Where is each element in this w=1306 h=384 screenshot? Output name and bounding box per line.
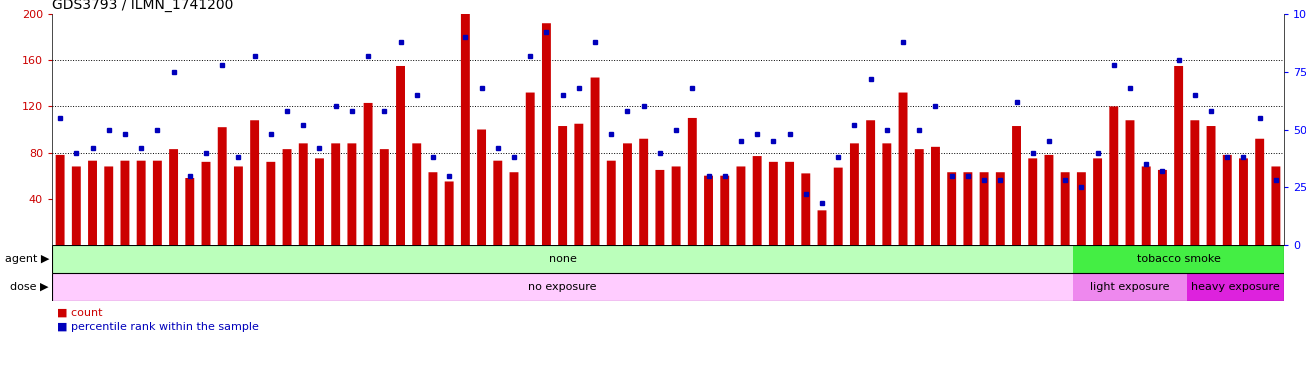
Bar — [1077, 172, 1085, 245]
Bar — [1109, 106, 1118, 245]
Bar — [1158, 170, 1166, 245]
Bar — [1012, 126, 1021, 245]
Bar — [461, 14, 470, 245]
Bar — [785, 162, 794, 245]
Bar — [721, 176, 729, 245]
Bar — [282, 149, 291, 245]
Text: ■ percentile rank within the sample: ■ percentile rank within the sample — [57, 322, 259, 332]
Bar — [931, 147, 940, 245]
Text: ■ count: ■ count — [57, 308, 102, 318]
Bar — [1190, 120, 1199, 245]
Bar — [866, 120, 875, 245]
Bar — [947, 172, 956, 245]
Bar — [1239, 158, 1249, 245]
Bar — [332, 143, 340, 245]
Bar — [56, 155, 64, 245]
Bar — [1187, 273, 1284, 301]
Bar — [656, 170, 665, 245]
Bar — [1207, 126, 1216, 245]
Bar — [737, 166, 746, 245]
Bar — [558, 126, 567, 245]
Text: light exposure: light exposure — [1091, 282, 1170, 292]
Bar — [883, 143, 891, 245]
Bar — [1272, 166, 1280, 245]
Bar — [201, 162, 210, 245]
Bar — [623, 143, 632, 245]
Bar — [347, 143, 357, 245]
Bar — [218, 127, 227, 245]
Bar — [234, 166, 243, 245]
Bar — [72, 166, 81, 245]
Bar — [818, 210, 827, 245]
Text: tobacco smoke: tobacco smoke — [1136, 254, 1221, 264]
Bar — [396, 66, 405, 245]
Bar — [914, 149, 923, 245]
Bar — [769, 162, 778, 245]
Bar — [428, 172, 438, 245]
Bar — [1141, 166, 1151, 245]
Text: no exposure: no exposure — [529, 282, 597, 292]
Bar — [1093, 158, 1102, 245]
Text: agent ▶: agent ▶ — [5, 254, 50, 264]
Bar — [1074, 245, 1284, 273]
Bar — [590, 78, 599, 245]
Bar — [964, 172, 973, 245]
Bar — [542, 23, 551, 245]
Bar — [671, 166, 680, 245]
Bar — [137, 161, 145, 245]
Bar — [120, 161, 129, 245]
Bar — [802, 174, 810, 245]
Bar — [1074, 273, 1187, 301]
Bar — [980, 172, 989, 245]
Bar — [88, 161, 97, 245]
Bar — [266, 162, 276, 245]
Bar — [509, 172, 518, 245]
Text: dose ▶: dose ▶ — [10, 282, 50, 292]
Bar — [1126, 120, 1135, 245]
Bar — [833, 167, 842, 245]
Bar — [380, 149, 389, 245]
Bar — [168, 149, 178, 245]
Bar — [153, 161, 162, 245]
Bar — [477, 129, 486, 245]
Bar — [639, 139, 648, 245]
Bar — [850, 143, 859, 245]
Bar — [363, 103, 372, 245]
Bar — [104, 166, 114, 245]
Bar — [315, 158, 324, 245]
Bar — [607, 161, 615, 245]
Bar — [996, 172, 1004, 245]
Bar — [575, 124, 584, 245]
Bar — [899, 93, 908, 245]
Bar — [251, 120, 259, 245]
Bar — [299, 143, 308, 245]
Bar — [526, 93, 534, 245]
Bar — [1028, 158, 1037, 245]
Bar — [494, 161, 503, 245]
Bar — [1255, 139, 1264, 245]
Text: heavy exposure: heavy exposure — [1191, 282, 1280, 292]
Bar — [688, 118, 697, 245]
Bar — [52, 273, 1074, 301]
Text: none: none — [549, 254, 576, 264]
Bar — [704, 176, 713, 245]
Bar — [413, 143, 422, 245]
Bar — [52, 245, 1074, 273]
Bar — [1174, 66, 1183, 245]
Bar — [1045, 155, 1054, 245]
Text: GDS3793 / ILMN_1741200: GDS3793 / ILMN_1741200 — [52, 0, 234, 12]
Bar — [1060, 172, 1070, 245]
Bar — [1222, 155, 1232, 245]
Bar — [752, 156, 761, 245]
Bar — [185, 178, 195, 245]
Bar — [445, 182, 453, 245]
